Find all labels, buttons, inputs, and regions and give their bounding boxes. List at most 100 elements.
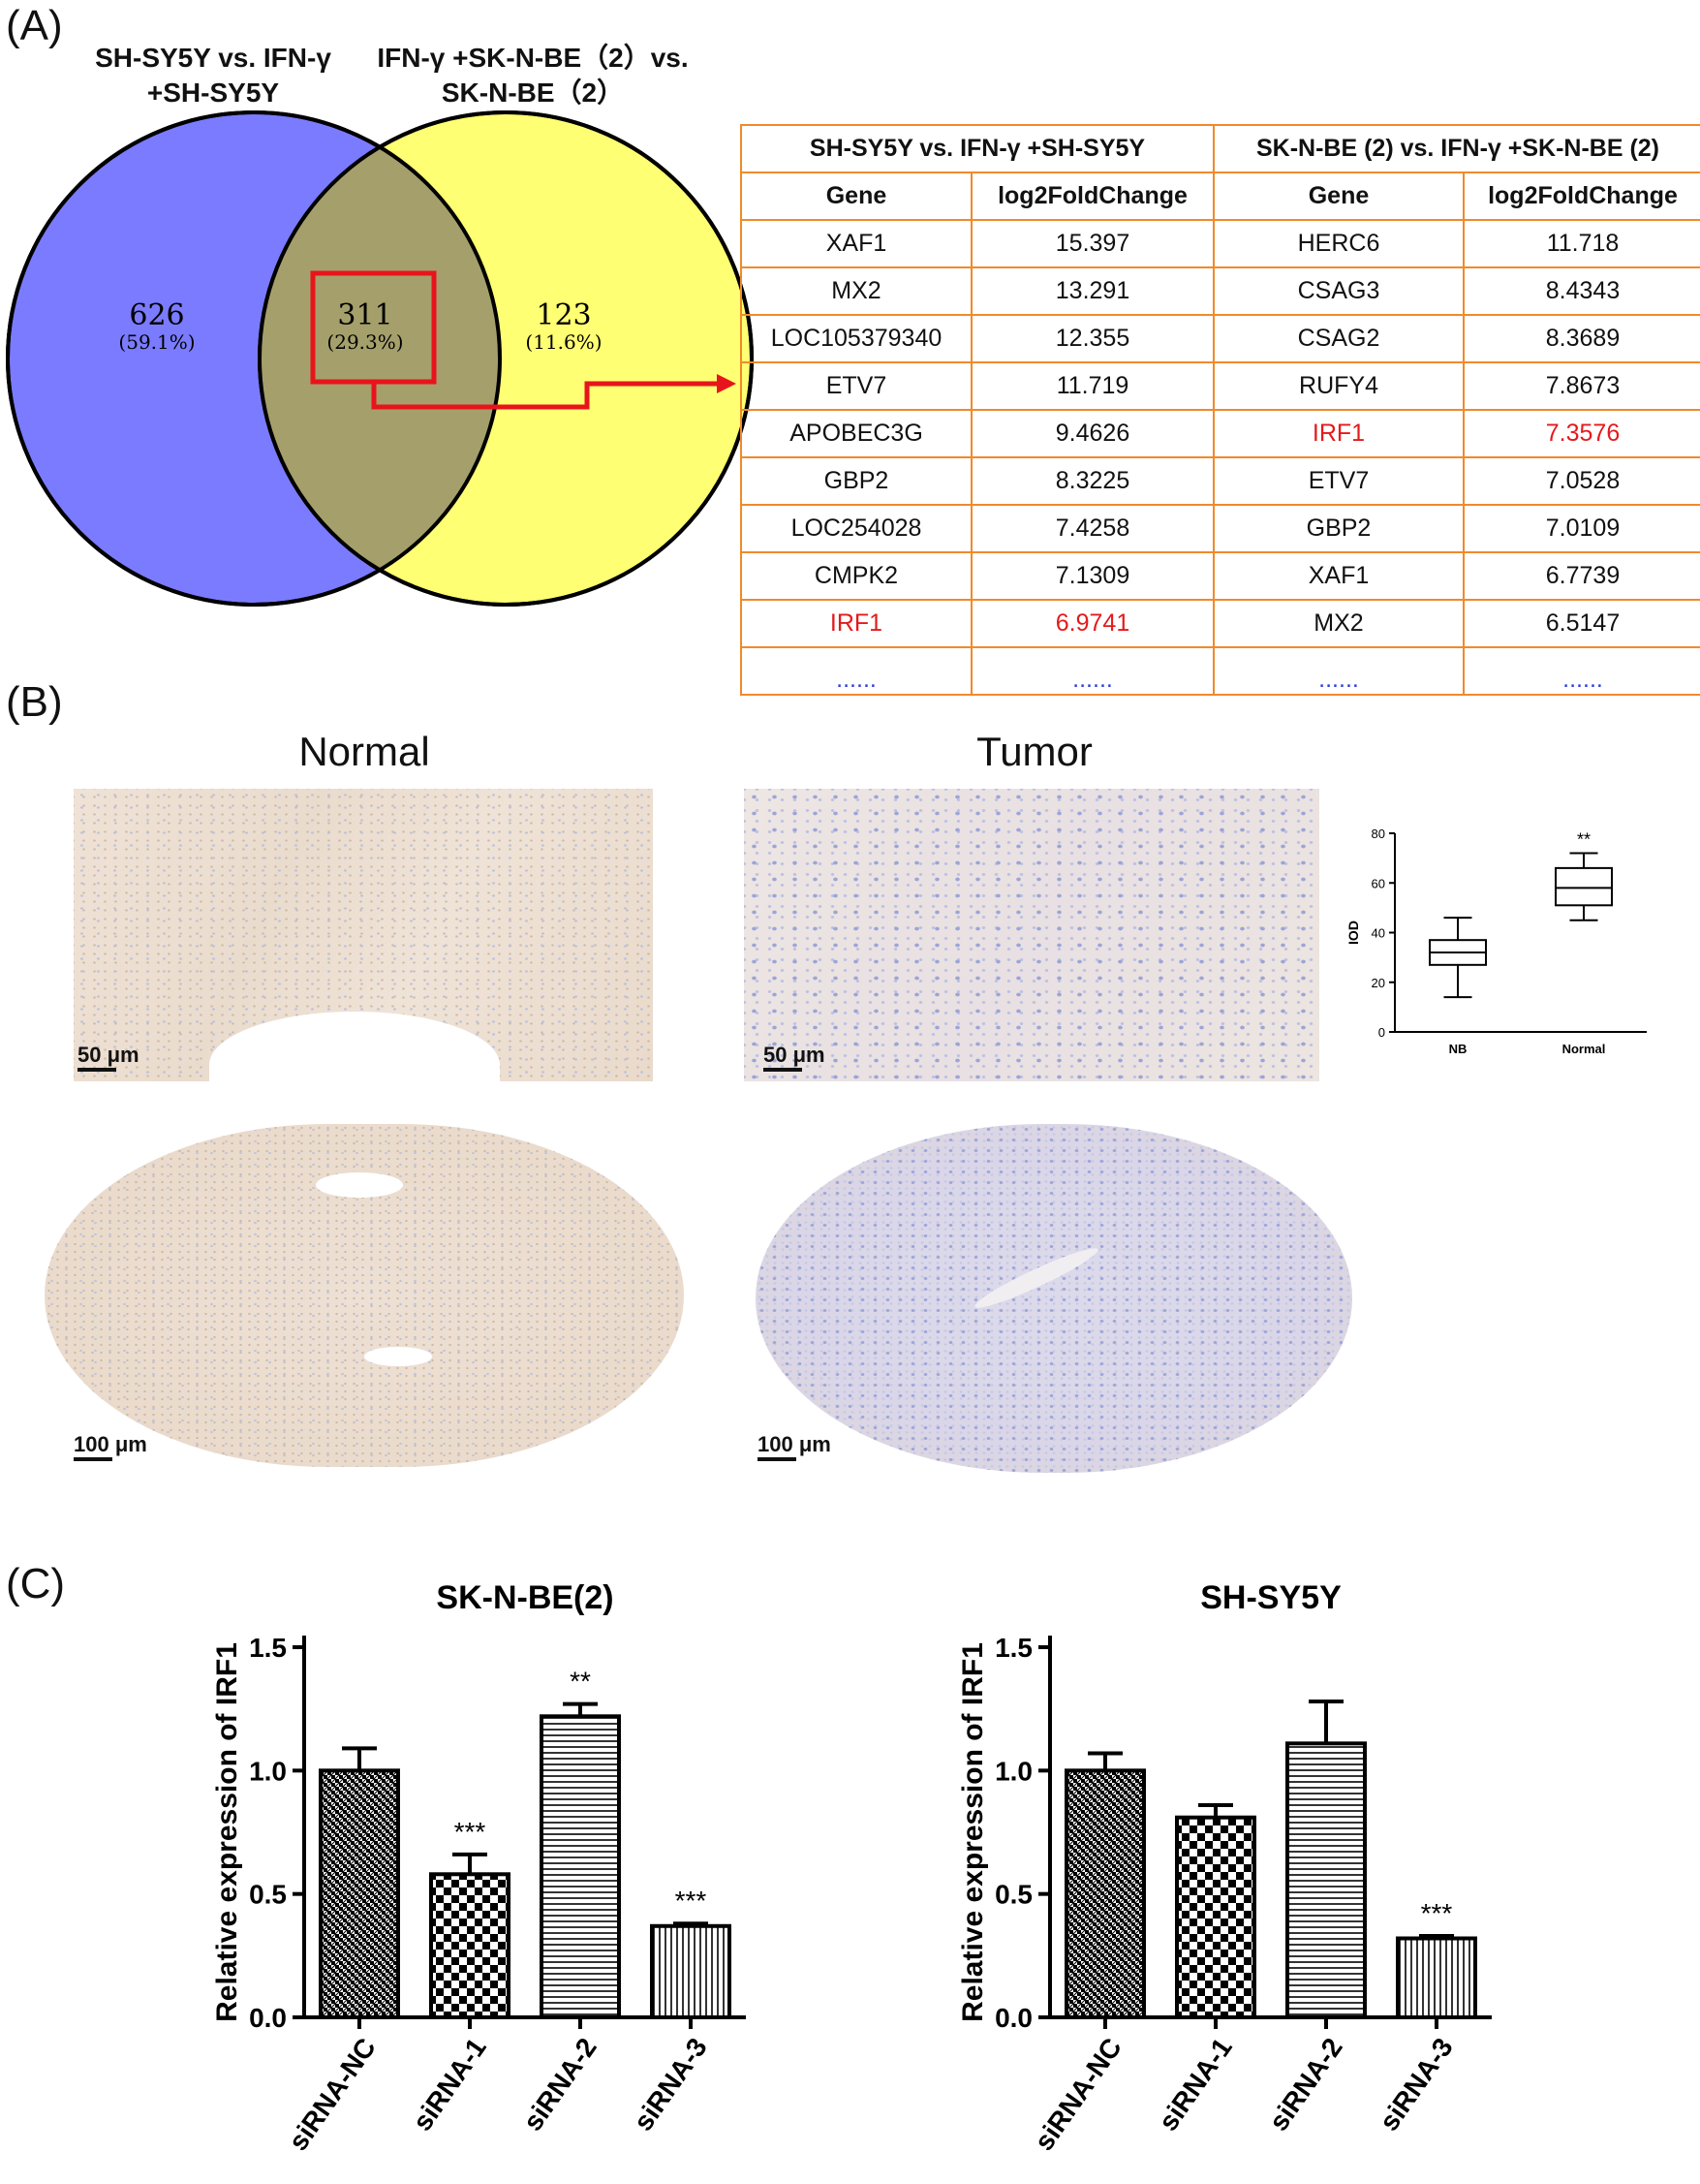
tumor-tissue-texture [744, 789, 1319, 1081]
col-fc-1: log2FoldChange [971, 172, 1215, 221]
iod-boxplot: 0 20 40 60 80 IOD NB Normal ** [1345, 827, 1647, 1056]
table-row: APOBEC3G 9.4626 IRF1 7.3576 [740, 409, 1700, 458]
right-group-header: SK-N-BE (2) vs. IFN-γ +SK-N-BE (2) [1213, 124, 1700, 173]
fc-cell: 7.4258 [971, 504, 1215, 553]
highlight-arrowhead [717, 374, 736, 393]
gene-cell: CSAG3 [1213, 266, 1465, 316]
bar-sirna-nc [1065, 1768, 1146, 2019]
normal-micrograph-50um: 50 μm [74, 789, 653, 1081]
y-tick-label: 0.0 [249, 2003, 287, 2033]
normal-scale-50: 50 μm [77, 1043, 139, 1072]
x-tick-label: siRNA-3 [1374, 2033, 1459, 2137]
tumor-scale-50: 50 μm [763, 1043, 825, 1072]
box-x-tick-label: Normal [1562, 1042, 1606, 1056]
fc-cell-highlight: 7.3576 [1463, 409, 1700, 458]
gene-cell: GBP2 [1213, 504, 1465, 553]
venn-overlap-count: 311 [337, 298, 392, 332]
venn-right-title-line1: IFN-γ +SK-N-BE（2）vs. [377, 43, 689, 73]
box-y-tick-label: 40 [1372, 926, 1385, 941]
tumor-core-texture [756, 1124, 1352, 1473]
ellipsis-cell: ...... [1213, 646, 1465, 696]
tumor-column-title: Tumor [976, 729, 1093, 774]
significance-mark: *** [454, 1817, 486, 1847]
box-iqr [1555, 866, 1613, 907]
table-row: CMPK2 7.1309 XAF1 6.7739 [740, 551, 1700, 601]
y-tick-label: 1.0 [249, 1756, 287, 1786]
normal-core-gap [364, 1347, 432, 1366]
table-row: IRF1 6.9741 MX2 6.5147 [740, 599, 1700, 648]
y-axis-label: Relative expression of IRF1 [211, 1642, 243, 2022]
venn-left-title-line1: SH-SY5Y vs. IFN-γ [95, 43, 331, 73]
bar-sirna-2 [1285, 1741, 1367, 2019]
significance-mark: *** [1421, 1898, 1453, 1928]
tumor-scale-100-bar [757, 1457, 796, 1461]
venn-overlap [260, 112, 500, 605]
venn-right-count: 123 [536, 298, 591, 332]
gene-cell: XAF1 [1213, 551, 1465, 601]
y-axis-label: Relative expression of IRF1 [957, 1642, 989, 2022]
highlight-connector [371, 381, 717, 410]
table-row: GBP2 8.3225 ETV7 7.0528 [740, 456, 1700, 506]
ellipsis-cell: ...... [1463, 646, 1700, 696]
venn-right-title-line2: SK-N-BE（2） [441, 78, 625, 108]
table-row: ETV7 11.719 RUFY4 7.8673 [740, 361, 1700, 411]
gene-cell-highlight: IRF1 [740, 599, 973, 648]
fc-cell: 15.397 [971, 219, 1215, 268]
gene-cell: MX2 [1213, 599, 1465, 648]
venn-left-count: 626 [129, 298, 184, 332]
gene-cell: MX2 [740, 266, 973, 316]
venn-left-title: SH-SY5Y vs. IFN-γ +SH-SY5Y [58, 41, 368, 110]
bar-sirna-1 [429, 1872, 510, 2019]
gene-cell: XAF1 [740, 219, 973, 268]
fc-cell: 8.3689 [1463, 314, 1700, 363]
normal-tissue-core [45, 1124, 684, 1467]
table-row-ellipsis: ...... ...... ...... ...... [740, 646, 1700, 696]
fc-cell-highlight: 6.9741 [971, 599, 1215, 648]
ellipsis-cell: ...... [971, 646, 1215, 696]
left-group-header: SH-SY5Y vs. IFN-γ +SH-SY5Y [740, 124, 1215, 173]
chart-title: SK-N-BE(2) [436, 1579, 613, 1616]
normal-scale-100-bar [74, 1457, 112, 1461]
gene-cell: LOC105379340 [740, 314, 973, 363]
bar-sirna-3 [650, 1923, 731, 2020]
chart-title: SH-SY5Y [1200, 1579, 1342, 1616]
venn-overlap-pct: (29.3%) [326, 330, 403, 354]
x-tick-label: siRNA-1 [1153, 2033, 1238, 2137]
significance-mark: ** [570, 1667, 591, 1697]
venn-left-title-line2: +SH-SY5Y [146, 78, 280, 108]
venn-left-pct: (59.1%) [118, 330, 195, 354]
x-tick-label: siRNA-3 [628, 2033, 713, 2137]
col-gene-2: Gene [1213, 172, 1465, 221]
venn-right-pct: (11.6%) [525, 330, 602, 354]
x-tick-label: siRNA-1 [407, 2033, 492, 2137]
x-tick-label: siRNA-NC [1029, 2033, 1128, 2156]
gene-cell: CMPK2 [740, 551, 973, 601]
tumor-scale-50-label: 50 μm [763, 1043, 825, 1067]
x-tick-label: siRNA-NC [283, 2033, 382, 2156]
gene-cell: APOBEC3G [740, 409, 973, 458]
fc-cell: 12.355 [971, 314, 1215, 363]
fc-cell: 8.4343 [1463, 266, 1700, 316]
col-gene-1: Gene [740, 172, 973, 221]
y-tick-label: 1.0 [995, 1756, 1033, 1786]
fc-cell: 6.7739 [1463, 551, 1700, 601]
venn-right-title: IFN-γ +SK-N-BE（2）vs. SK-N-BE（2） [368, 41, 697, 110]
bar-sirna-3 [1396, 1936, 1477, 2019]
y-tick-label: 1.5 [249, 1633, 287, 1663]
x-tick-label: siRNA-2 [517, 2033, 603, 2137]
fc-cell: 7.1309 [971, 551, 1215, 601]
bar-sirna-1 [1175, 1815, 1256, 2019]
fc-cell: 11.719 [971, 361, 1215, 411]
normal-core-gap [316, 1172, 403, 1198]
normal-scale-100: 100 μm [74, 1432, 147, 1461]
box-x-tick-label: NB [1449, 1042, 1468, 1056]
normal-scale-50-bar [77, 1068, 116, 1072]
gene-cell: HERC6 [1213, 219, 1465, 268]
panel-b-label: (B) [6, 678, 63, 726]
box-y-tick-label: 0 [1378, 1025, 1385, 1040]
y-tick-label: 0.0 [995, 2003, 1033, 2033]
fc-cell: 9.4626 [971, 409, 1215, 458]
tumor-micrograph-50um: 50 μm [744, 789, 1319, 1081]
fc-cell: 6.5147 [1463, 599, 1700, 648]
box-significance: ** [1577, 830, 1591, 850]
